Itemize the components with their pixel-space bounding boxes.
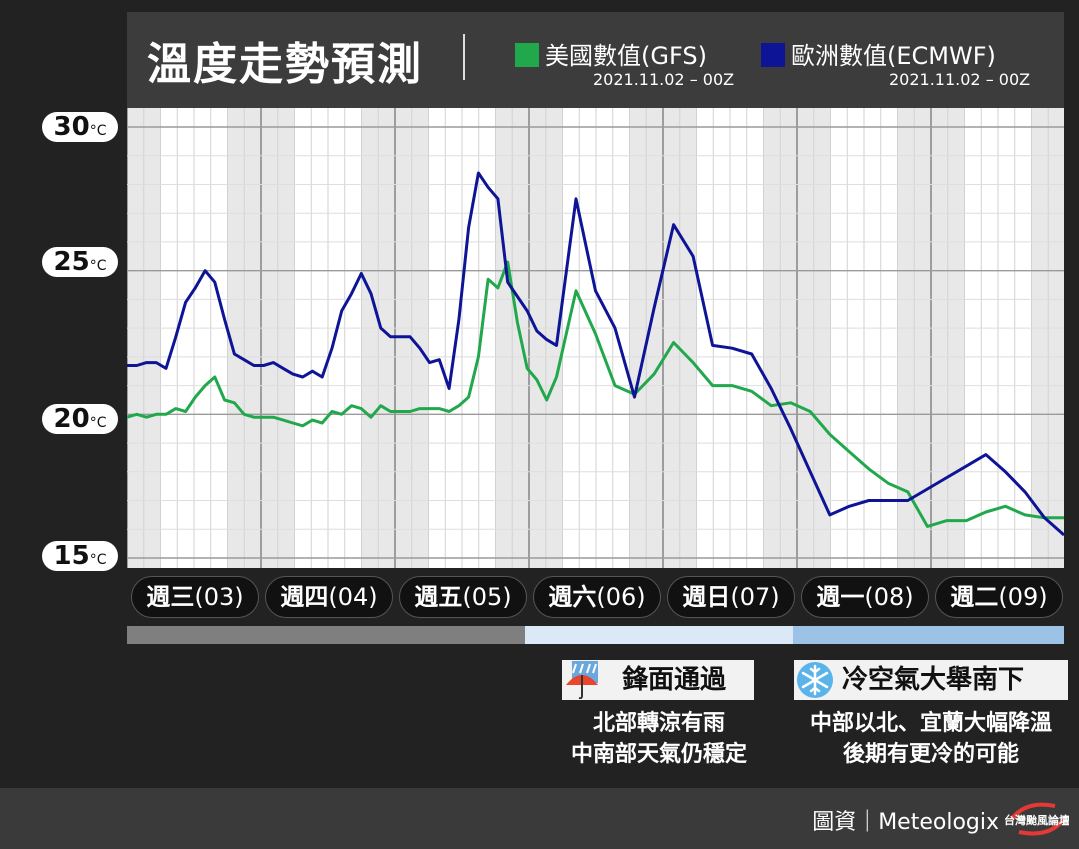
day-axis: 週三(03) 週四(04) 週五(05) 週六(06) 週日(07) 週一(08… xyxy=(127,576,1064,618)
legend-date-ecmwf: 2021.11.02 – 00Z xyxy=(889,70,1031,89)
day-name: 週五 xyxy=(414,583,463,611)
title-divider xyxy=(463,34,465,80)
event-desc-line: 北部轉涼有雨 xyxy=(592,711,725,736)
event-title-cold-air: 冷空氣大舉南下 xyxy=(842,665,1025,695)
legend-date-gfs: 2021.11.02 – 00Z xyxy=(593,70,735,89)
day-label-wed: 週三(03) xyxy=(131,576,259,618)
chart-title: 溫度走勢預測 xyxy=(147,39,423,90)
y-label-unit: °C xyxy=(89,552,107,568)
day-name: 週日 xyxy=(682,583,731,611)
y-axis-label-30: 30°C xyxy=(42,112,118,142)
y-label-value: 20 xyxy=(53,404,90,434)
legend-label-ecmwf: 歐洲數值(ECMWF) xyxy=(791,42,996,70)
day-date: (04) xyxy=(328,583,378,611)
day-date: (05) xyxy=(462,583,512,611)
legend-item-gfs: 美國數值(GFS) xyxy=(515,36,707,71)
phase-bar-front xyxy=(525,626,793,644)
day-label-sun: 週日(07) xyxy=(667,576,795,618)
day-date: (08) xyxy=(864,583,914,611)
day-date: (07) xyxy=(730,583,780,611)
day-label-thu: 週四(04) xyxy=(265,576,393,618)
legend-swatch-gfs xyxy=(515,43,539,67)
event-desc-cold-air: 中部以北、宜蘭大幅降溫 後期有更冷的可能 xyxy=(788,708,1074,770)
day-name: 週六 xyxy=(548,583,597,611)
event-tag-front: 鋒面通過 xyxy=(562,660,754,700)
day-label-sat: 週六(06) xyxy=(533,576,661,618)
legend-item-ecmwf: 歐洲數值(ECMWF) xyxy=(761,36,996,71)
y-label-unit: °C xyxy=(89,258,107,274)
image-credit: 圖資｜Meteologix xyxy=(812,810,999,835)
day-date: (03) xyxy=(194,583,244,611)
day-label-mon: 週一(08) xyxy=(801,576,929,618)
y-axis-label-25: 25°C xyxy=(42,247,118,277)
event-desc-line: 中部以北、宜蘭大幅降溫 xyxy=(809,711,1052,736)
chart-plot-area xyxy=(127,108,1064,568)
day-name: 週四 xyxy=(280,583,329,611)
umbrella-rain-icon xyxy=(566,661,598,699)
legend-label-gfs: 美國數值(GFS) xyxy=(545,42,707,70)
event-desc-line: 後期有更冷的可能 xyxy=(842,742,1019,767)
series-line-ecmwf xyxy=(127,171,1064,537)
event-desc-front: 北部轉涼有雨 中南部天氣仍穩定 xyxy=(554,708,764,770)
footer: 圖資｜Meteologix 台灣颱風論壇 xyxy=(0,788,1079,849)
logo-text: 台灣颱風論壇 xyxy=(1005,813,1069,827)
y-label-unit: °C xyxy=(89,415,107,431)
temperature-line-chart xyxy=(127,108,1064,568)
day-name: 週一 xyxy=(816,583,865,611)
y-label-value: 25 xyxy=(53,247,90,277)
day-name: 週三 xyxy=(146,583,195,611)
event-desc-line: 中南部天氣仍穩定 xyxy=(570,742,747,767)
event-tag-cold-air: 冷空氣大舉南下 xyxy=(794,660,1068,700)
phase-bar-cold-air xyxy=(793,626,1064,644)
day-label-fri: 週五(05) xyxy=(399,576,527,618)
y-label-value: 30 xyxy=(53,112,90,142)
day-date: (06) xyxy=(596,583,646,611)
y-axis-label-15: 15°C xyxy=(42,541,118,571)
y-axis-label-20: 20°C xyxy=(42,404,118,434)
event-title-front: 鋒面通過 xyxy=(622,665,727,695)
y-label-value: 15 xyxy=(53,541,90,571)
snowflake-icon xyxy=(797,662,833,698)
phase-bar-stable xyxy=(127,626,525,644)
day-date: (09) xyxy=(998,583,1048,611)
chart-header: 溫度走勢預測 美國數值(GFS) 2021.11.02 – 00Z 歐洲數值(E… xyxy=(127,12,1064,108)
series-line-gfs xyxy=(127,260,1064,528)
day-name: 週二 xyxy=(950,583,999,611)
legend-swatch-ecmwf xyxy=(761,43,785,67)
day-label-tue: 週二(09) xyxy=(935,576,1063,618)
typhoon-forum-logo-icon: 台灣颱風論壇 xyxy=(1005,802,1069,836)
y-label-unit: °C xyxy=(89,123,107,139)
